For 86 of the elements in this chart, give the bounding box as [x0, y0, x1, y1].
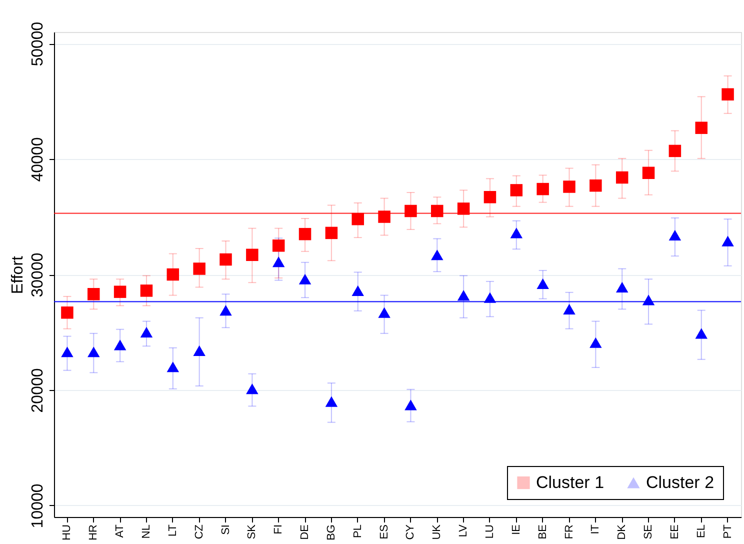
point: [616, 282, 628, 293]
point: [325, 226, 338, 240]
legend-label: Cluster 2: [646, 472, 714, 492]
x-tick-label: HU: [61, 524, 74, 540]
point: [484, 292, 496, 303]
point: [298, 228, 312, 240]
point: [378, 210, 390, 223]
point: [404, 204, 417, 218]
x-tick-label: NL: [140, 524, 152, 539]
x-tick-label: EE: [668, 524, 681, 540]
x-tick-label: FR: [563, 524, 576, 540]
point: [378, 307, 390, 318]
y-tick-label: 10000: [30, 484, 46, 528]
point: [457, 290, 470, 301]
point: [404, 400, 417, 410]
point: [352, 285, 364, 296]
x-tick-label: DK: [616, 524, 628, 540]
point: [114, 286, 126, 298]
point: [668, 144, 682, 158]
point: [563, 304, 576, 314]
x-tick-label: CY: [404, 524, 417, 540]
point: [590, 337, 602, 348]
point: [668, 230, 682, 241]
x-tick-label: LU: [484, 524, 496, 539]
x-tick-label: SE: [642, 524, 655, 540]
point: [590, 179, 602, 192]
point: [642, 294, 655, 306]
point: [193, 262, 206, 275]
point: [272, 256, 285, 268]
y-tick-label: 20000: [30, 368, 46, 413]
point: [88, 288, 100, 300]
point: [722, 88, 734, 100]
x-tick-label: LV: [458, 524, 470, 538]
point: [563, 180, 576, 193]
x-tick-label: UK: [431, 524, 444, 540]
point: [510, 228, 523, 238]
point: [140, 284, 153, 297]
x-tick-label: AT: [114, 524, 126, 538]
point: [536, 182, 549, 196]
point: [88, 346, 100, 358]
x-tick-label: BG: [325, 524, 338, 540]
point: [246, 248, 258, 261]
legend-label: Cluster 1: [536, 472, 604, 492]
point: [166, 362, 180, 372]
point: [536, 278, 549, 290]
point: [246, 384, 258, 394]
x-tick-label: PT: [722, 524, 734, 539]
y-axis-title: Effort: [10, 255, 26, 294]
x-tick-label: DE: [299, 524, 312, 540]
point: [431, 204, 444, 218]
y-tick-label: 40000: [30, 137, 46, 182]
point: [431, 250, 444, 260]
point: [220, 253, 232, 266]
point: [510, 184, 523, 196]
point: [352, 212, 364, 226]
point: [220, 304, 232, 316]
x-tick-label: BE: [536, 524, 549, 540]
point: [61, 346, 74, 358]
x-tick-label: FI: [272, 524, 285, 534]
point: [272, 240, 285, 252]
y-tick-label: 50000: [30, 22, 46, 66]
x-tick-label: IE: [510, 524, 522, 535]
point: [114, 340, 126, 350]
point: [484, 191, 496, 204]
point: [298, 274, 312, 284]
point: [695, 122, 708, 134]
point: [193, 345, 206, 356]
point: [166, 268, 180, 281]
x-tick-label: LT: [166, 524, 179, 537]
x-tick-label: IT: [590, 524, 602, 534]
x-tick-label: SI: [220, 524, 232, 535]
point: [325, 396, 338, 407]
x-tick-label: HR: [88, 524, 100, 540]
y-tick-label: 30000: [30, 252, 46, 298]
point: [61, 306, 74, 319]
point: [616, 171, 628, 184]
point: [695, 328, 708, 339]
point: [140, 326, 153, 338]
point: [457, 202, 470, 215]
x-tick-label: PL: [352, 524, 364, 538]
x-tick-label: CZ: [193, 524, 206, 540]
point: [642, 166, 655, 180]
x-tick-label: EL: [695, 524, 708, 538]
x-tick-label: ES: [378, 524, 390, 540]
x-tick-label: SK: [246, 524, 258, 540]
point: [722, 236, 734, 246]
